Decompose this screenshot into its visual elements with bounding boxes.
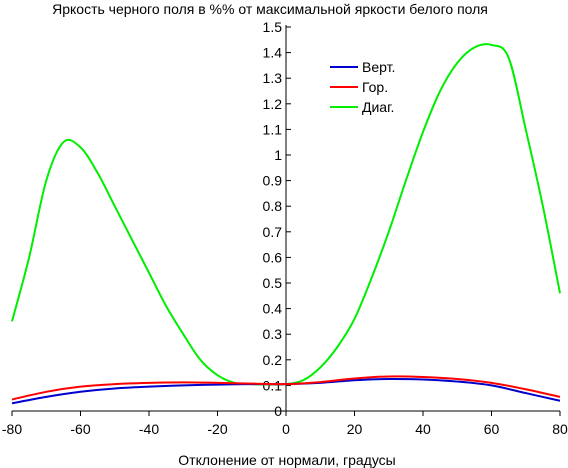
series-line-2 (11, 375, 561, 401)
x-tick-label: 0 (282, 421, 290, 437)
y-tick-label: 0.7 (263, 224, 283, 240)
chart-title: Яркость черного поля в %% от максимально… (52, 1, 488, 17)
y-tick-label: 1 (274, 147, 282, 163)
y-tick-label: 0 (274, 403, 282, 419)
y-tick-label: 0.5 (263, 275, 283, 291)
legend-label: Гор. (362, 79, 388, 95)
y-tick-label: 1.1 (263, 121, 283, 137)
y-tick-label: 0.3 (263, 326, 283, 342)
y-tick-label: 0.4 (263, 301, 283, 317)
y-tick-label: 0.6 (263, 249, 283, 265)
y-tick-label: 1.3 (263, 70, 283, 86)
y-tick-label: 0.9 (263, 173, 283, 189)
legend-label: Верт. (362, 59, 395, 75)
x-tick-label: -60 (70, 421, 90, 437)
x-tick-label: -20 (207, 421, 227, 437)
x-tick-label: 40 (415, 421, 431, 437)
legend: Верт. Гор. Диаг. (330, 59, 395, 115)
y-tick-label: 0.2 (263, 352, 283, 368)
series-group (11, 43, 561, 405)
x-tick-label: -40 (139, 421, 159, 437)
x-tick-label: 20 (347, 421, 363, 437)
y-tick-label: 1.5 (263, 19, 283, 35)
y-tick-label: 1.2 (263, 96, 283, 112)
x-axis-label: Отклонение от нормали, градусы (178, 452, 395, 468)
legend-label: Диаг. (362, 99, 394, 115)
y-tick-label: 0.8 (263, 198, 283, 214)
x-tick-label: 80 (552, 421, 568, 437)
x-tick-label: -80 (2, 421, 22, 437)
y-tick-label: 1.4 (263, 45, 283, 61)
x-tick-label: 60 (484, 421, 500, 437)
axes: -80 -60 -40 -20 0 20 40 60 8000.10.20.30.40.50.6… (2, 19, 568, 437)
